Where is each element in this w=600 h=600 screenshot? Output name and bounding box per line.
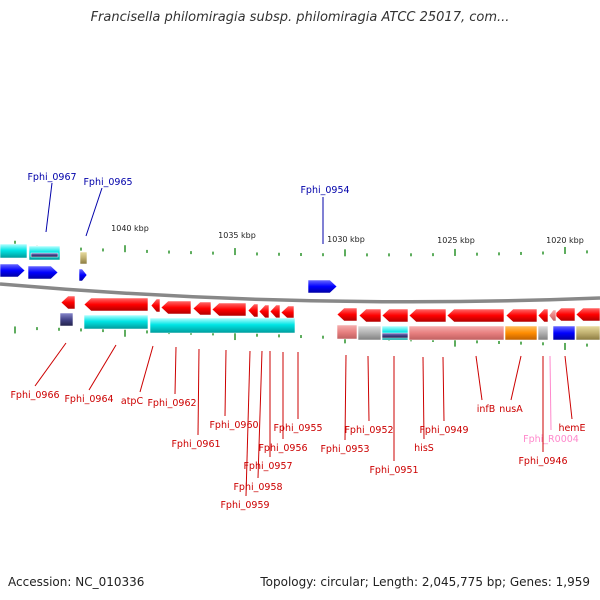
- feature-label: hisS: [414, 443, 434, 454]
- leader-line: [442, 356, 445, 422]
- misc-block[interactable]: [79, 251, 88, 265]
- feature-label: hemE: [558, 423, 585, 434]
- gene-arrow[interactable]: [192, 301, 212, 316]
- leader-line: [549, 355, 552, 431]
- misc-block[interactable]: [537, 325, 549, 341]
- accession-text: Accession: NC_010336: [8, 575, 145, 589]
- leader-line: [422, 356, 425, 440]
- map-title: Francisella philomiragia subsp. philomir…: [90, 10, 510, 25]
- feature-track[interactable]: [0, 243, 600, 341]
- feature-labels: Fphi_0967 Fphi_0965 Fphi_0954 Fphi_0966 Fphi…: [10, 172, 585, 511]
- feature-label: nusA: [499, 404, 523, 415]
- gene-arrow[interactable]: [336, 307, 358, 322]
- gene-arrow[interactable]: [537, 308, 549, 323]
- leader-line: [475, 355, 483, 401]
- feature-label: Fphi_0962: [147, 398, 196, 409]
- feature-label: Fphi_R0004: [523, 434, 579, 445]
- cds-block[interactable]: [83, 314, 149, 330]
- leader-line: [45, 182, 53, 233]
- feature-label: Fphi_0965: [83, 177, 132, 188]
- leader-line: [139, 345, 154, 393]
- gene-arrow[interactable]: [160, 300, 192, 315]
- gene-arrow[interactable]: [553, 307, 576, 322]
- leader-line: [245, 350, 251, 497]
- gene-arrow[interactable]: [408, 308, 447, 323]
- leader-line: [174, 346, 177, 395]
- feature-label: Fphi_0951: [369, 465, 418, 476]
- misc-block[interactable]: [357, 325, 382, 341]
- rna-feature[interactable]: [0, 263, 26, 278]
- gene-arrow[interactable]: [269, 304, 281, 319]
- misc-block[interactable]: [575, 325, 600, 341]
- gene-arrow[interactable]: [358, 308, 382, 323]
- cds-block[interactable]: [0, 243, 28, 259]
- gene-arrow[interactable]: [381, 308, 409, 323]
- misc-block[interactable]: [504, 325, 538, 341]
- feature-label: Fphi_0953: [320, 444, 369, 455]
- gene-arrow[interactable]: [280, 305, 295, 320]
- feature-label: Fphi_0956: [258, 443, 307, 454]
- leader-line: [344, 354, 347, 441]
- rna-feature[interactable]: [27, 265, 59, 280]
- topology-text: Topology: circular; Length: 2,045,775 bp…: [260, 575, 590, 589]
- gene-arrow[interactable]: [150, 298, 161, 313]
- gene-arrow[interactable]: [83, 297, 149, 312]
- axis-tick-label: 1020 kbp: [546, 236, 584, 245]
- leader-line: [34, 342, 67, 387]
- misc-block[interactable]: [408, 325, 505, 341]
- leader-line: [367, 355, 370, 422]
- genome-backbone: [0, 282, 600, 304]
- feature-label: infB: [477, 404, 496, 415]
- gene-arrow[interactable]: [60, 295, 76, 310]
- misc-block[interactable]: [336, 324, 358, 340]
- gene-arrow[interactable]: [211, 302, 247, 317]
- leader-line: [85, 187, 103, 237]
- leader-line: [564, 355, 573, 420]
- gene-arrow[interactable]: [575, 307, 600, 322]
- gene-arrow[interactable]: [505, 308, 538, 323]
- leader-line: [510, 355, 522, 401]
- feature-label: Fphi_0958: [233, 482, 282, 493]
- rna-feature[interactable]: [552, 325, 576, 341]
- feature-label: Fphi_0960: [209, 420, 258, 431]
- gene-arrow[interactable]: [247, 303, 259, 318]
- feature-label: Fphi_0946: [518, 456, 567, 467]
- feature-label: Fphi_0954: [300, 185, 349, 196]
- rna-feature[interactable]: [78, 268, 88, 282]
- rna-feature[interactable]: [307, 279, 338, 294]
- gene-arrow[interactable]: [446, 308, 505, 323]
- feature-label: Fphi_0952: [344, 425, 393, 436]
- feature-label: Fphi_0959: [220, 500, 269, 511]
- axis-tick-label: 1035 kbp: [218, 231, 256, 240]
- feature-label: Fphi_0966: [10, 390, 59, 401]
- axis-tick-label: 1025 kbp: [437, 236, 475, 245]
- feature-label: Fphi_0955: [273, 423, 322, 434]
- feature-label: Fphi_0949: [419, 425, 468, 436]
- feature-label: Fphi_0957: [243, 461, 292, 472]
- feature-label: atpC: [121, 396, 144, 407]
- trna-arrow[interactable]: [548, 309, 557, 322]
- axis-tick-label: 1030 kbp: [327, 235, 365, 244]
- feature-label: Fphi_0967: [27, 172, 76, 183]
- feature-label: Fphi_0961: [171, 439, 220, 450]
- feature-label: Fphi_0964: [64, 394, 113, 405]
- gene-arrow[interactable]: [258, 304, 270, 319]
- axis-tick-label: 1040 kbp: [111, 224, 149, 233]
- leader-line: [257, 350, 263, 479]
- misc-block[interactable]: [30, 252, 59, 258]
- cds-block[interactable]: [149, 317, 296, 334]
- leader-line: [224, 349, 227, 417]
- misc-block[interactable]: [59, 312, 74, 327]
- leader-line: [197, 348, 200, 436]
- leader-line: [88, 344, 117, 391]
- misc-block[interactable]: [381, 332, 409, 339]
